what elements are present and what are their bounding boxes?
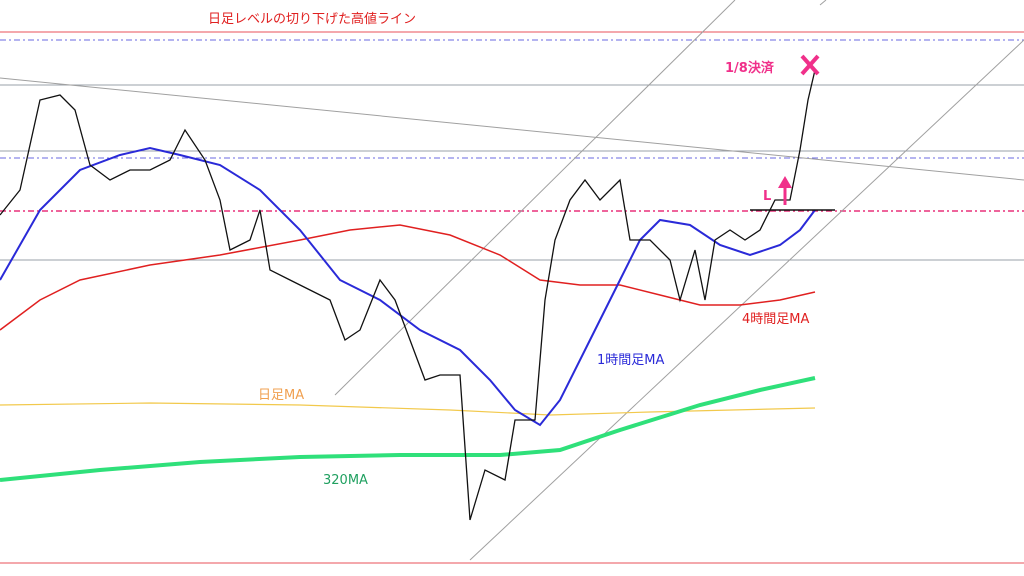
entry-arrow	[778, 176, 792, 205]
ma-320-label: 320MA	[323, 473, 368, 488]
horizontal-lines	[0, 31, 1024, 564]
ma-1h-label: 1時間足MA	[597, 353, 664, 368]
trend-line	[0, 77, 1024, 181]
title: 日足レベルの切り下げた高値ライン	[208, 11, 416, 27]
entry-label: L	[763, 189, 771, 204]
ma-320-line	[0, 376, 816, 482]
channel-line	[469, 39, 1024, 561]
price-line	[0, 69, 816, 521]
ma-4h-line	[0, 224, 816, 331]
exit-label: 1/8決済	[725, 60, 775, 76]
ma-daily-label: 日足MA	[258, 388, 304, 403]
ma-1h-line	[0, 146, 816, 427]
exit-mark	[800, 54, 820, 76]
channel-line	[819, 0, 827, 6]
ma-daily-line	[0, 402, 816, 416]
channel-line	[334, 0, 736, 396]
ma-4h-label: 4時間足MA	[742, 312, 809, 327]
trend-lines	[0, 0, 1024, 561]
